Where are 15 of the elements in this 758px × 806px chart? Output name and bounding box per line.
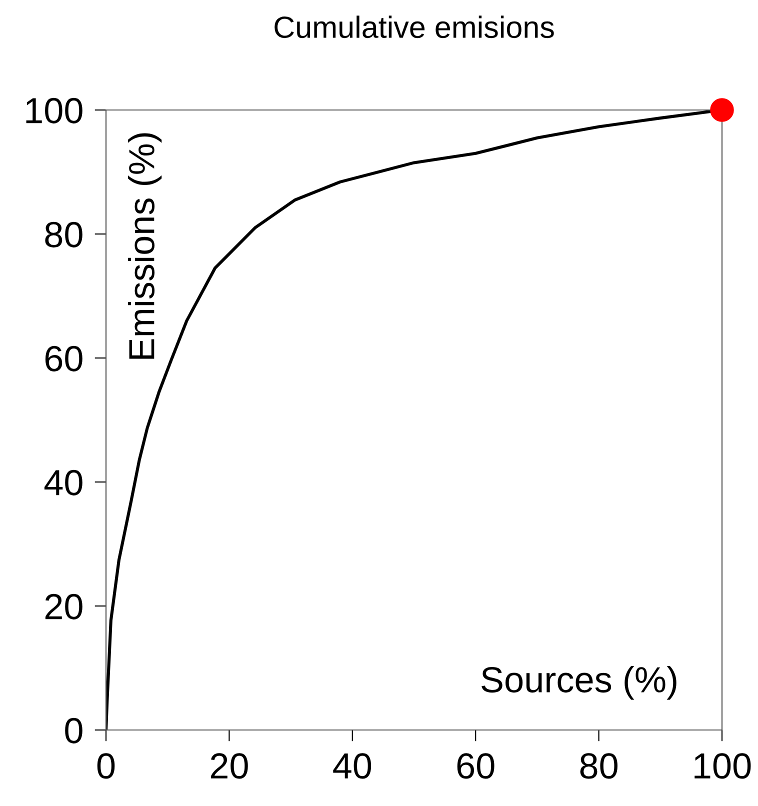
x-tick-label: 100 bbox=[694, 753, 751, 779]
y-tick-label: 80 bbox=[45, 222, 82, 248]
y-tick-label: 40 bbox=[44, 470, 82, 496]
x-tick-label: 20 bbox=[210, 753, 248, 779]
chart-title: Cumulative emisions bbox=[274, 16, 554, 38]
y-tick-label: 60 bbox=[45, 346, 82, 372]
y-axis-title: Emissions (%) bbox=[128, 133, 162, 359]
x-tick-label: 60 bbox=[457, 753, 494, 779]
x-tick-label: 40 bbox=[333, 753, 372, 779]
x-tick-label: 0 bbox=[97, 753, 115, 779]
y-tick-label: 100 bbox=[26, 98, 82, 124]
y-tick-label: 0 bbox=[65, 718, 82, 744]
x-axis-title: Sources (%) bbox=[482, 666, 676, 700]
x-tick-label: 80 bbox=[580, 753, 618, 779]
y-tick-label: 20 bbox=[45, 594, 82, 620]
